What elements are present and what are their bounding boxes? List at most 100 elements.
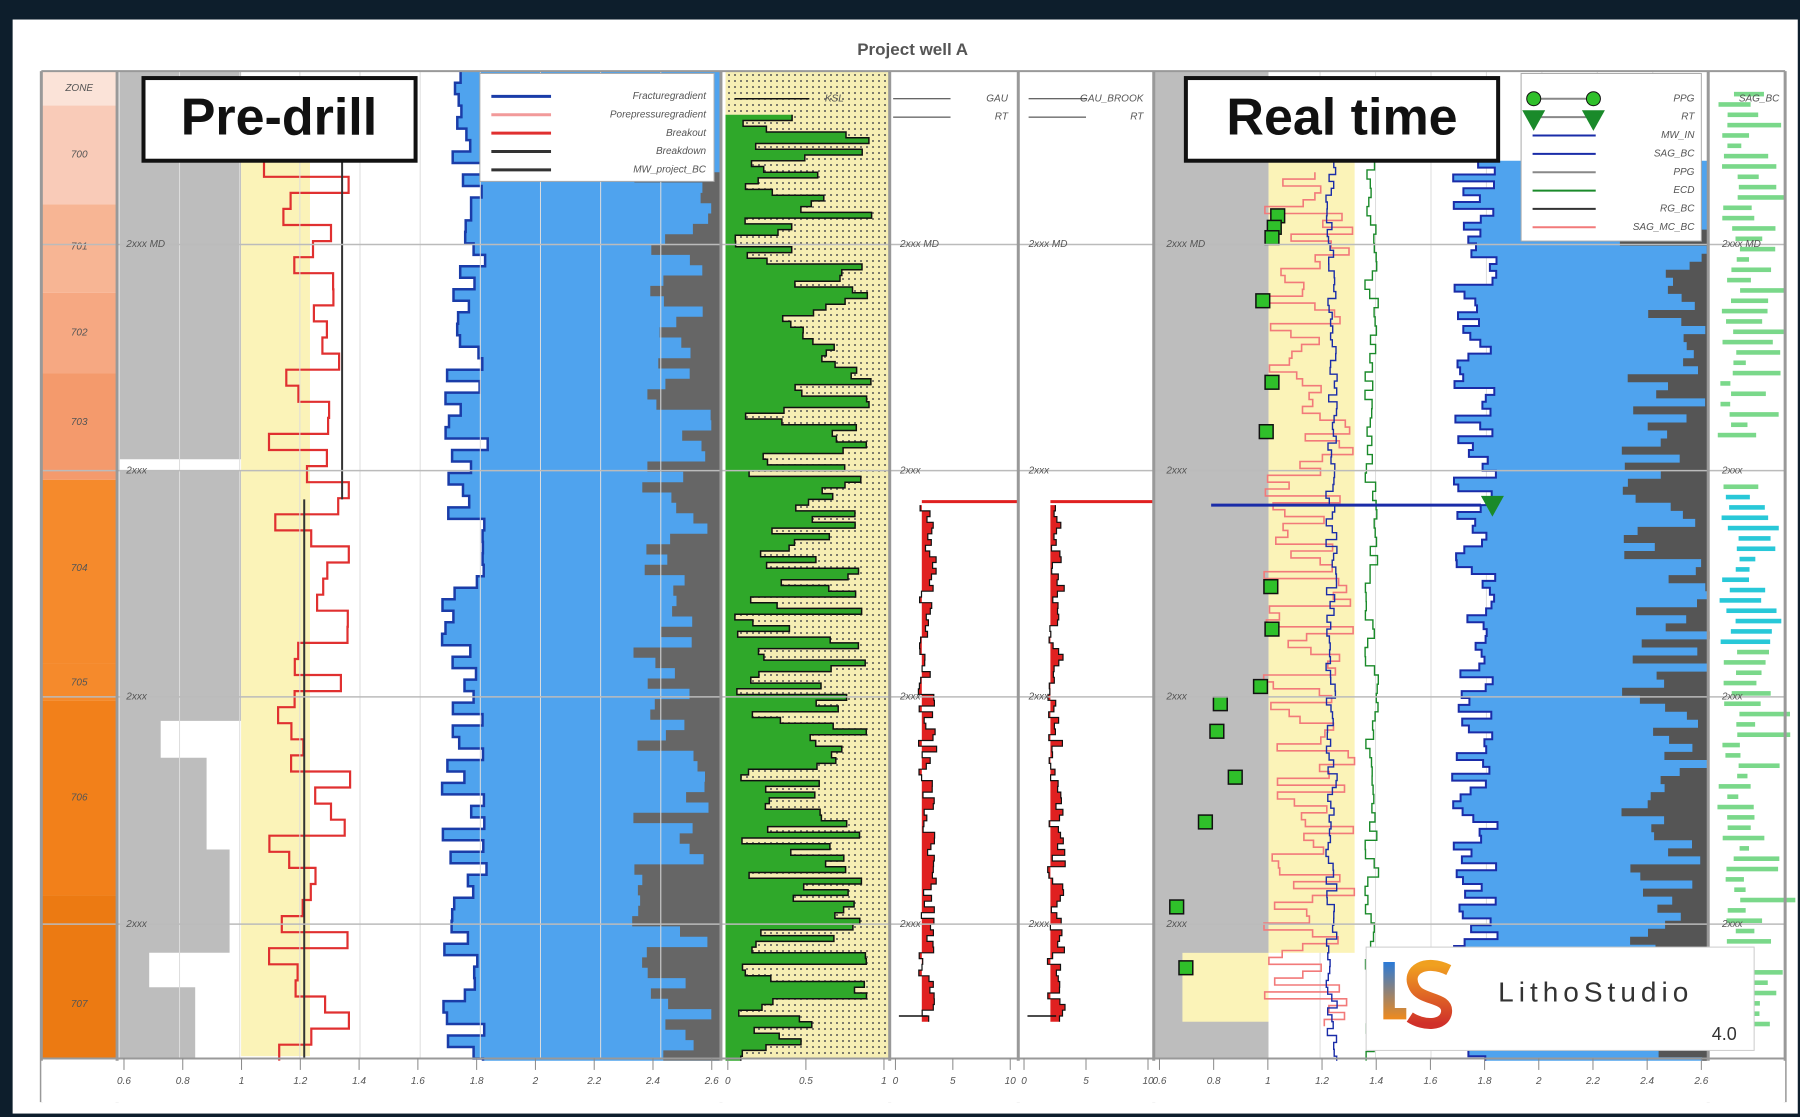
color-dash — [1721, 402, 1731, 407]
color-dash — [1739, 536, 1771, 541]
depth-label: 705 — [71, 678, 88, 689]
axis-label: 1.2 — [1315, 1076, 1329, 1087]
marker-square — [1170, 900, 1184, 914]
depth-marker: 2xxx — [1028, 919, 1051, 930]
depth-marker: 2xxx — [1165, 691, 1188, 702]
axis-label: 5 — [950, 1076, 956, 1087]
color-dash — [1723, 340, 1773, 345]
color-dash — [1737, 257, 1749, 262]
axis-label: 0 — [1021, 1076, 1027, 1087]
color-dash — [1737, 774, 1747, 779]
axis-label: 0 — [725, 1076, 731, 1087]
color-dash — [1728, 908, 1746, 913]
marker-square — [1265, 622, 1279, 636]
legend-label: RT — [1681, 112, 1695, 123]
color-dash — [1723, 836, 1765, 841]
color-dash — [1727, 278, 1751, 283]
axis-label: 2.2 — [1585, 1076, 1600, 1087]
screenshot: Project well AZONE7007017027037047057067… — [0, 0, 1800, 1117]
axis-label: 0.8 — [1207, 1076, 1221, 1087]
color-dash — [1736, 350, 1780, 355]
axis-label: 1.4 — [1369, 1076, 1383, 1087]
marker-square — [1259, 425, 1273, 439]
axis-label: 0.5 — [799, 1076, 813, 1087]
color-dash — [1731, 267, 1771, 272]
depth-marker: 2xxx — [899, 919, 922, 930]
color-dash — [1722, 164, 1776, 169]
color-dash — [1733, 329, 1784, 334]
legend-label: Breakdown — [656, 146, 706, 157]
color-dash — [1732, 226, 1775, 231]
color-dash — [1739, 763, 1780, 768]
depth-marker: 2xxx — [1165, 919, 1188, 930]
depth-marker: 2xxx — [1028, 465, 1051, 476]
track-header: RT — [1130, 112, 1144, 123]
axis-label: 1 — [881, 1076, 887, 1087]
depth-marker: 2xxx — [1721, 691, 1744, 702]
depth-marker: 2xxx MD — [1028, 239, 1068, 250]
axis-label: 10 — [1005, 1076, 1017, 1087]
color-dash — [1722, 216, 1754, 221]
color-dash — [1729, 505, 1765, 510]
axis-label: 2.6 — [1693, 1076, 1708, 1087]
depth-marker: 2xxx — [125, 919, 148, 930]
color-dash — [1722, 309, 1768, 314]
color-dash — [1726, 867, 1778, 872]
marker-square — [1254, 680, 1268, 694]
legend-label: Fracturegradient — [633, 91, 708, 102]
color-dash — [1722, 577, 1749, 582]
color-dash — [1727, 815, 1754, 820]
color-dash — [1717, 805, 1753, 810]
color-dash — [1731, 391, 1766, 396]
color-dash — [1720, 598, 1762, 603]
color-dash — [1722, 515, 1769, 520]
axis-label: 2 — [1535, 1076, 1542, 1087]
color-dash — [1740, 288, 1786, 293]
color-dash — [1738, 174, 1759, 179]
color-dash — [1724, 660, 1766, 665]
color-dash — [1722, 133, 1749, 138]
color-dash — [1737, 546, 1776, 551]
track-header: GAU — [986, 93, 1008, 104]
legend-label: SAG_BC — [1654, 148, 1695, 159]
title: Project well A — [857, 40, 968, 59]
axis-label: 1.8 — [1478, 1076, 1492, 1087]
axis-label: 2.2 — [586, 1076, 601, 1087]
color-dash — [1734, 887, 1745, 892]
marker-square — [1228, 770, 1242, 784]
color-dash — [1722, 743, 1739, 748]
color-dash — [1736, 722, 1755, 727]
depth-marker: 2xxx — [1721, 919, 1744, 930]
legend-label: MW_IN — [1661, 130, 1695, 141]
yellow-fill — [1182, 953, 1268, 1022]
color-dash — [1727, 939, 1771, 944]
color-dash — [1736, 619, 1782, 624]
color-dash — [1740, 846, 1749, 851]
depth-marker: 2xxx — [1028, 691, 1051, 702]
color-dash — [1731, 298, 1768, 303]
track-header: SAG_BC — [1739, 93, 1780, 104]
axis-label: 1.4 — [352, 1076, 366, 1087]
logo-version: 4.0 — [1712, 1024, 1737, 1044]
depth-marker: 2xxx — [899, 691, 922, 702]
color-dash — [1728, 113, 1759, 118]
color-dash — [1730, 412, 1779, 417]
label-realtime: Real time — [1226, 88, 1457, 146]
axis-label: 1.6 — [1423, 1076, 1437, 1087]
track-header: KSL — [825, 93, 844, 104]
color-dash — [1740, 557, 1756, 562]
logo-name: LithoStudio — [1498, 977, 1693, 1008]
color-dash — [1727, 123, 1781, 128]
color-dash — [1738, 195, 1785, 200]
legend-label: RG_BC — [1660, 204, 1695, 215]
depth-marker: 2xxx — [1721, 465, 1744, 476]
color-dash — [1727, 144, 1741, 149]
color-dash — [1723, 205, 1751, 210]
color-dash — [1724, 484, 1759, 489]
color-dash — [1726, 877, 1744, 882]
depth-label: 703 — [71, 417, 88, 428]
marker-square — [1264, 580, 1278, 594]
color-dash — [1718, 433, 1756, 438]
marker-square — [1256, 294, 1270, 308]
color-dash — [1731, 629, 1772, 634]
